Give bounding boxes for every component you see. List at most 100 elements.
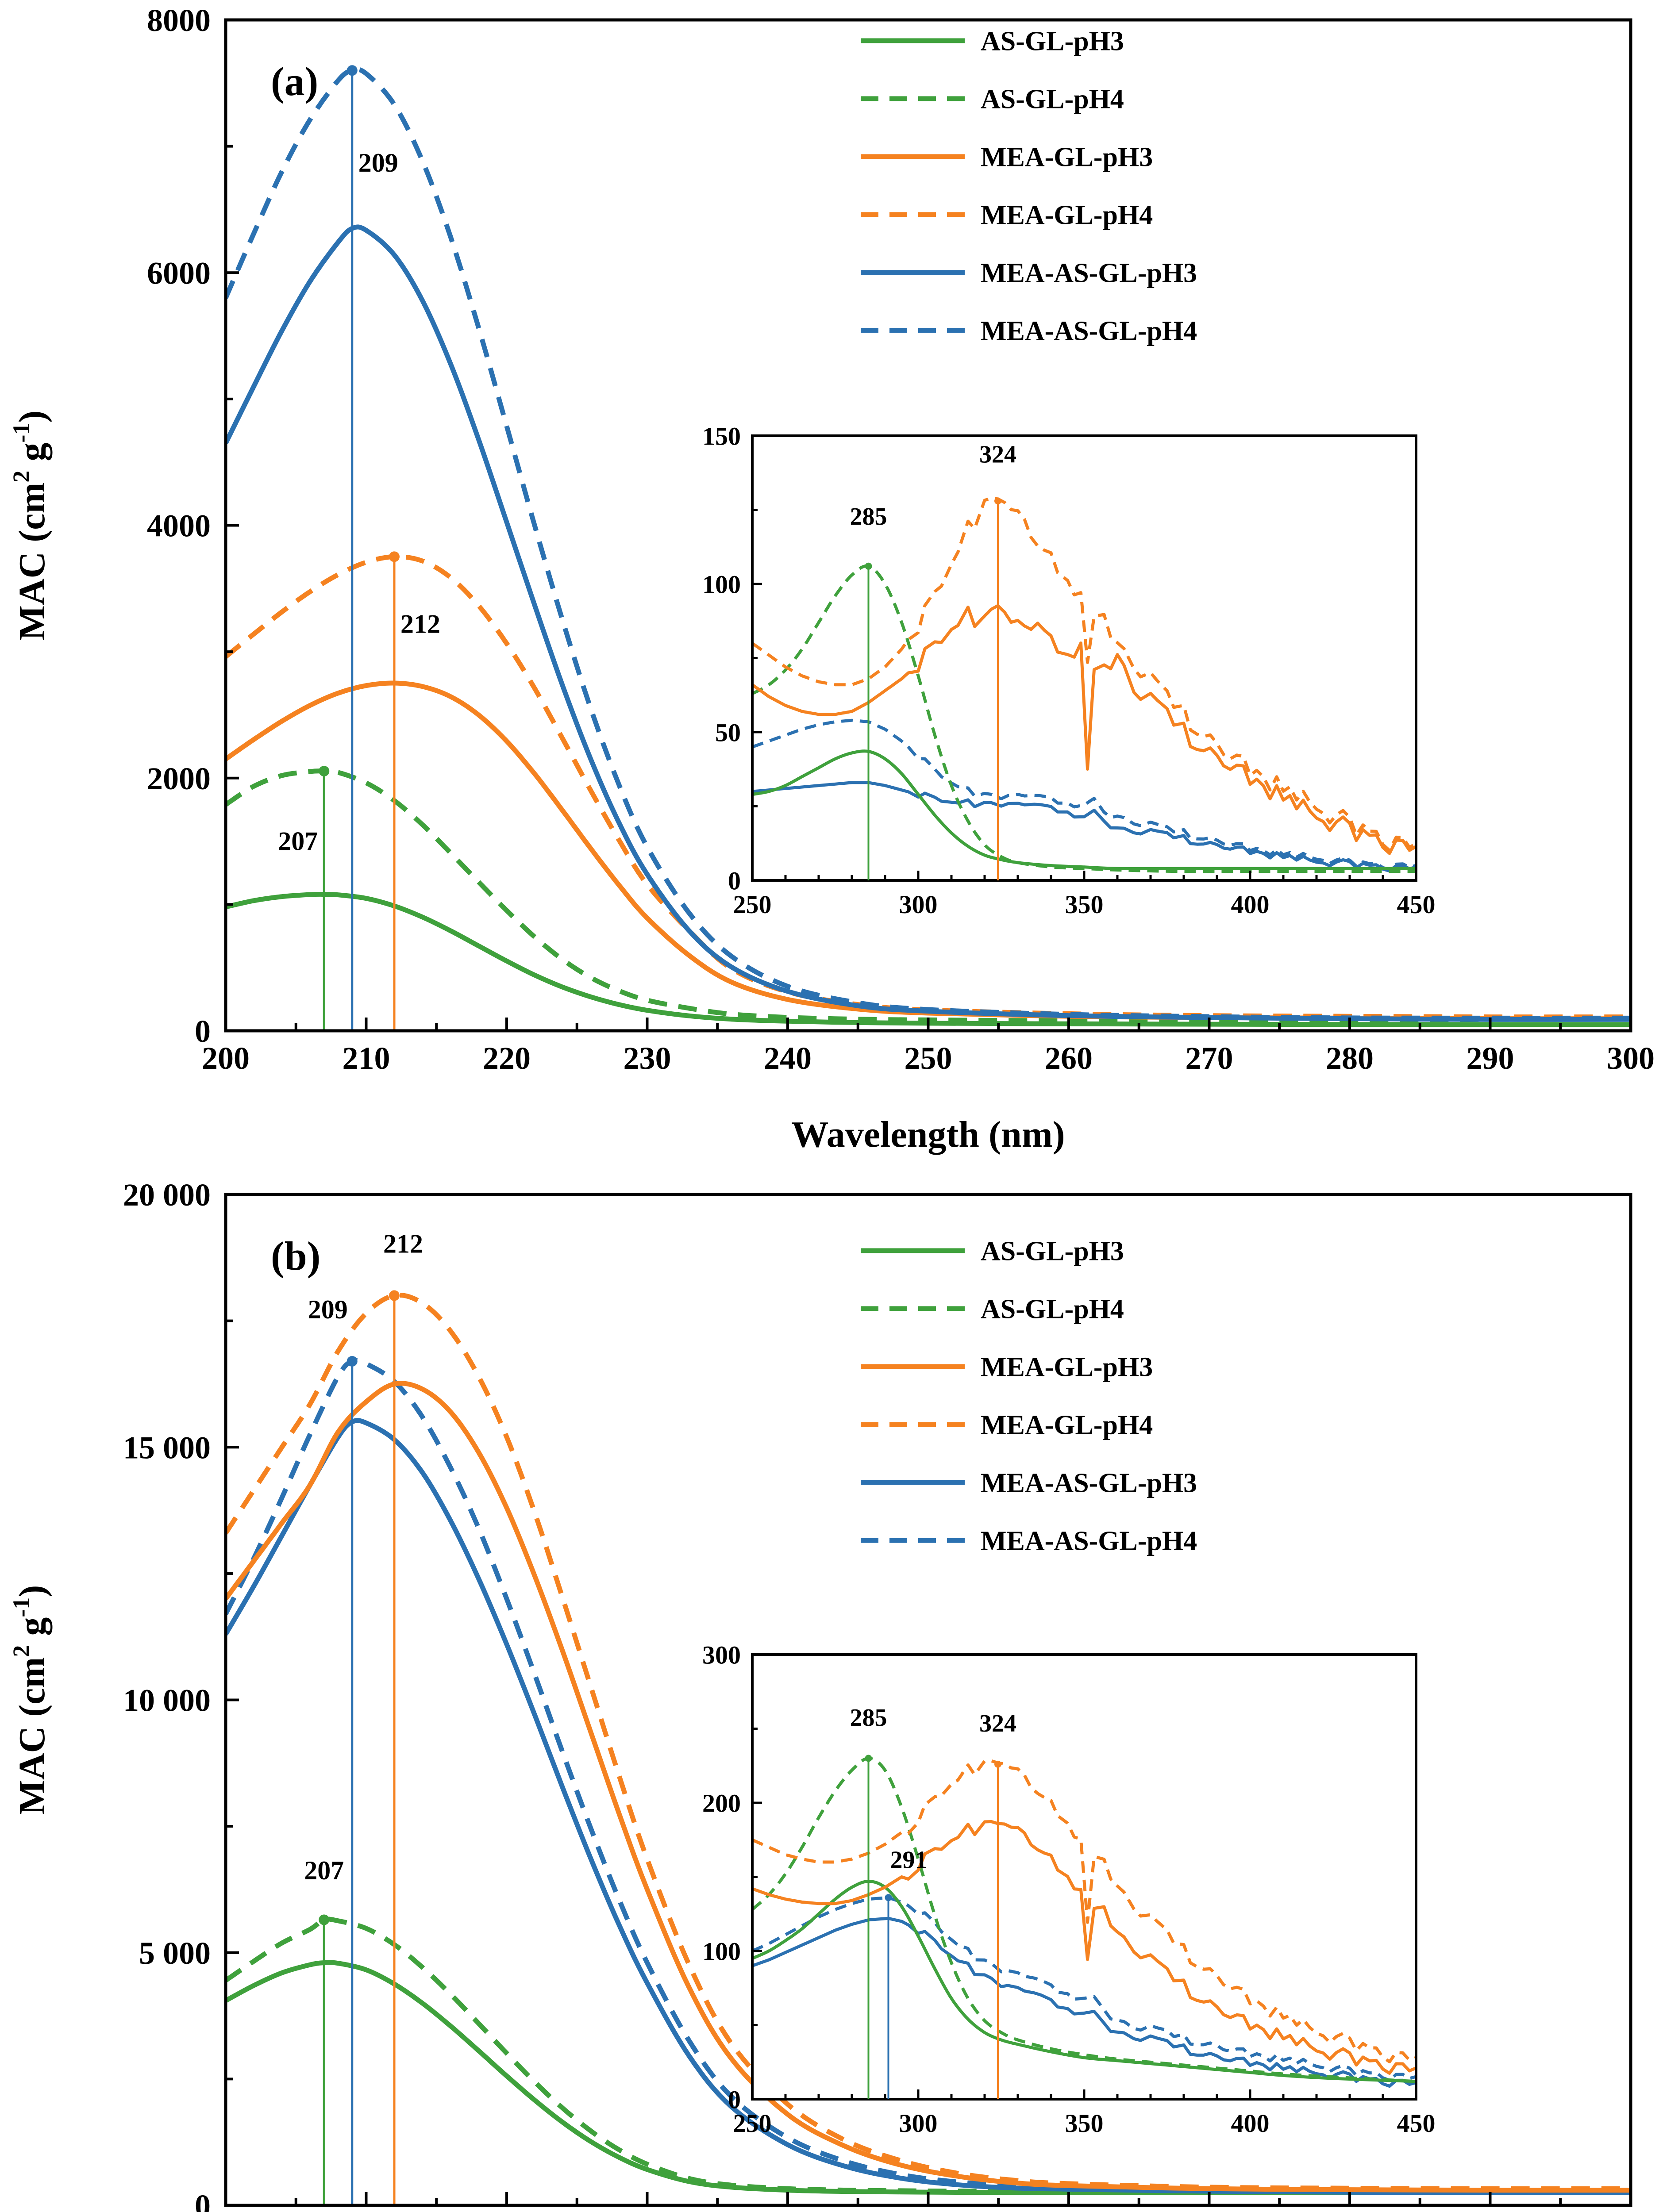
x-tick-label: 350 [1065, 890, 1104, 919]
legend-item-mea-as-gl-ph3: MEA-AS-GL-pH3 [861, 258, 1197, 288]
x-tick-label: 270 [1186, 1041, 1233, 1076]
peak-dot [865, 562, 872, 570]
series-mea-gl-ph4 [226, 554, 1631, 1020]
inset-series-mea-as-gl-ph4 [752, 718, 1416, 871]
legend-label: MEA-AS-GL-pH3 [981, 1468, 1197, 1498]
peak-annotation-209: 209 [308, 1295, 358, 2205]
plot-frame [751, 1653, 1417, 2101]
inset-series-as-gl-ph3 [752, 749, 1416, 870]
inset-series-mea-gl-ph4 [752, 496, 1416, 852]
inset-series-as-gl-ph4 [752, 564, 1416, 873]
legend-item-mea-as-gl-ph4: MEA-AS-GL-pH4 [861, 1526, 1197, 1556]
series-mea-as-gl-ph3 [226, 1418, 1631, 2195]
peak-dot [994, 1760, 1001, 1768]
inset-series-mea-as-gl-ph4 [752, 1896, 1416, 2082]
y-axis-title: MAC (cm2 g-1) [8, 1585, 53, 1815]
inset-series-group [752, 496, 1416, 873]
peak-annotation-291: 291 [885, 1846, 928, 2099]
y-tick-label: 0 [195, 2188, 211, 2212]
y-tick-label: 5 000 [139, 1936, 211, 1971]
series-as-gl-ph4 [226, 768, 1631, 1023]
y-tick-label: 100 [702, 1937, 741, 1966]
axes: 250 300 350 400 450 0 100 200 300 [702, 1640, 1436, 2138]
x-tick-label: 250 [905, 1041, 952, 1076]
legend-label: MEA-AS-GL-pH4 [981, 316, 1197, 346]
peak-label: 285 [850, 503, 887, 530]
inset-background [752, 436, 1416, 880]
peak-dot [994, 497, 1001, 505]
peak-annotation-285: 285 [850, 1704, 887, 2099]
legend-item-as-gl-ph3: AS-GL-pH3 [861, 1237, 1124, 1267]
peak-dot [389, 1290, 400, 1301]
legend-label: MEA-AS-GL-pH4 [981, 1526, 1197, 1556]
peak-annotation-209: 209 [346, 65, 398, 1031]
peak-label: 291 [890, 1846, 928, 1874]
series-mea-gl-ph4 [226, 1293, 1631, 2191]
legend-item-mea-gl-ph4: MEA-GL-pH4 [861, 1410, 1153, 1440]
peak-annotation-207: 207 [304, 1856, 344, 2205]
x-tick-label: 450 [1397, 890, 1436, 919]
x-tick-label: 230 [624, 1041, 671, 1076]
peak-label: 209 [308, 1295, 348, 1324]
inset-background [752, 1655, 1416, 2099]
y-tick-label: 200 [702, 1789, 741, 1817]
peak-label: 207 [304, 1856, 344, 1885]
inset-series-group [752, 1757, 1416, 2088]
y-tick-label: 0 [728, 2085, 741, 2114]
y-tick-label: 100 [702, 570, 741, 599]
peak-label: 285 [850, 1704, 887, 1732]
peak-label: 212 [383, 1229, 423, 1258]
legend-label: AS-GL-pH4 [981, 1294, 1124, 1325]
panel-letter: (b) [271, 1233, 320, 1279]
axes: 250 300 350 400 450 0 50 100 150 [702, 422, 1436, 919]
x-tick-label: 220 [483, 1041, 531, 1076]
peak-label: 209 [358, 148, 398, 177]
inset-series-mea-gl-ph4 [752, 1759, 1416, 2063]
peak-dot [346, 1356, 358, 1367]
peak-dot [319, 1914, 330, 1925]
legend-item-as-gl-ph4: AS-GL-pH4 [861, 84, 1124, 115]
y-tick-label: 300 [702, 1640, 741, 1669]
peak-annotation-324: 324 [979, 441, 1016, 880]
y-tick-label: 150 [702, 422, 741, 450]
peak-dot [885, 1894, 892, 1901]
inset-series-as-gl-ph4 [752, 1757, 1416, 2083]
plot-frame [224, 1193, 1632, 2207]
y-tick-label: 2000 [147, 761, 211, 796]
y-tick-label: 50 [715, 718, 741, 747]
y-tick-label: 4000 [147, 508, 211, 544]
peak-label: 324 [979, 441, 1016, 468]
chart-panel-b: 2072092122002102202302402502602702802903… [8, 1177, 1632, 2212]
legend-item-as-gl-ph3: AS-GL-pH3 [861, 27, 1124, 57]
peak-annotation-324: 324 [979, 1710, 1016, 2099]
y-tick-label: 0 [195, 1014, 211, 1049]
inset-series-mea-gl-ph3 [752, 1820, 1416, 2075]
legend-label: AS-GL-pH3 [981, 27, 1124, 57]
legend-label: MEA-GL-pH4 [981, 1410, 1153, 1440]
legend-item-as-gl-ph4: AS-GL-pH4 [861, 1294, 1124, 1325]
y-tick-label: 15 000 [123, 1430, 211, 1465]
peak-dot [389, 551, 400, 562]
chart-panel-a: 207 209 212 200 210 220 230 240 250 260 270 280 290 3… [8, 3, 1655, 1155]
legend-label: MEA-GL-pH3 [981, 1352, 1153, 1382]
x-tick-label: 350 [1065, 2109, 1104, 2138]
y-tick-label: 0 [728, 866, 741, 895]
y-tick-label: 6000 [147, 255, 211, 291]
legend-item-mea-gl-ph3: MEA-GL-pH3 [861, 1352, 1153, 1382]
peak-annotation-207: 207 [278, 766, 330, 1031]
plot-frame [224, 18, 1632, 1033]
y-tick-label: 10 000 [123, 1683, 211, 1718]
y-tick-label: 20 000 [123, 1177, 211, 1213]
x-tick-label: 280 [1326, 1041, 1374, 1076]
peak-dot [319, 766, 330, 777]
peak-label: 212 [400, 609, 440, 638]
legend-label: AS-GL-pH3 [981, 1237, 1124, 1267]
x-tick-label: 300 [899, 890, 938, 919]
legend-item-mea-gl-ph3: MEA-GL-pH3 [861, 142, 1153, 173]
series-as-gl-ph3 [226, 891, 1631, 1027]
x-tick-label: 300 [1607, 1041, 1655, 1076]
x-tick-label: 200 [202, 1041, 250, 1076]
x-tick-label: 250 [733, 890, 772, 919]
legend-label: MEA-GL-pH4 [981, 200, 1153, 230]
